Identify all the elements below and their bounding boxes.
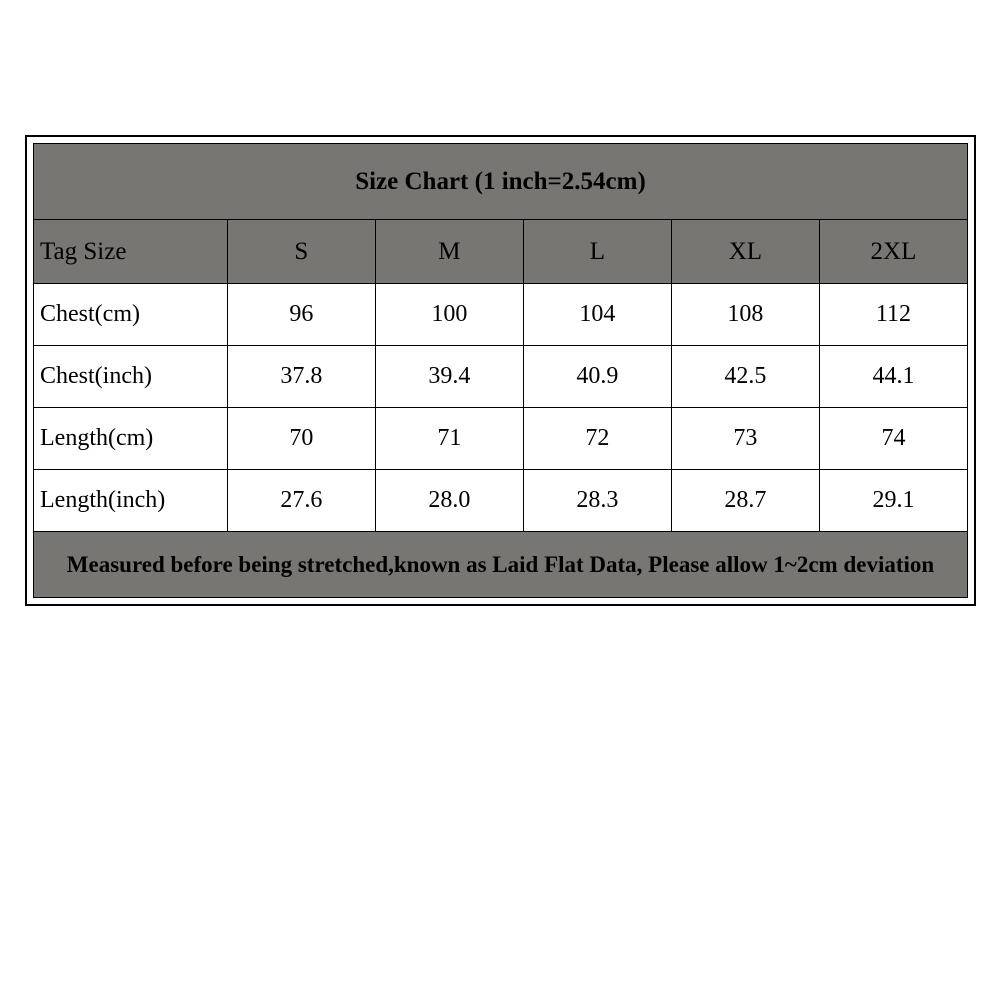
cell-value: 37.8 — [227, 346, 375, 408]
size-chart-table: Size Chart (1 inch=2.54cm) Tag Size S M … — [33, 143, 968, 598]
cell-value: 104 — [523, 284, 671, 346]
row-label: Chest(cm) — [34, 284, 228, 346]
size-header: 2XL — [819, 220, 967, 284]
cell-value: 73 — [671, 408, 819, 470]
row-label: Length(inch) — [34, 470, 228, 532]
cell-value: 42.5 — [671, 346, 819, 408]
cell-value: 96 — [227, 284, 375, 346]
table-row: Length(cm) 70 71 72 73 74 — [34, 408, 968, 470]
table-row: Length(inch) 27.6 28.0 28.3 28.7 29.1 — [34, 470, 968, 532]
cell-value: 112 — [819, 284, 967, 346]
cell-value: 108 — [671, 284, 819, 346]
footer-note: Measured before being stretched,known as… — [34, 532, 968, 598]
table-row: Chest(inch) 37.8 39.4 40.9 42.5 44.1 — [34, 346, 968, 408]
size-header: XL — [671, 220, 819, 284]
cell-value: 28.0 — [375, 470, 523, 532]
cell-value: 28.7 — [671, 470, 819, 532]
cell-value: 100 — [375, 284, 523, 346]
size-header: M — [375, 220, 523, 284]
size-chart-container: Size Chart (1 inch=2.54cm) Tag Size S M … — [25, 135, 976, 606]
cell-value: 44.1 — [819, 346, 967, 408]
chart-title: Size Chart (1 inch=2.54cm) — [34, 144, 968, 220]
cell-value: 71 — [375, 408, 523, 470]
cell-value: 39.4 — [375, 346, 523, 408]
header-label: Tag Size — [34, 220, 228, 284]
size-header: L — [523, 220, 671, 284]
table-row: Chest(cm) 96 100 104 108 112 — [34, 284, 968, 346]
footer-row: Measured before being stretched,known as… — [34, 532, 968, 598]
cell-value: 40.9 — [523, 346, 671, 408]
row-label: Length(cm) — [34, 408, 228, 470]
title-row: Size Chart (1 inch=2.54cm) — [34, 144, 968, 220]
cell-value: 70 — [227, 408, 375, 470]
cell-value: 27.6 — [227, 470, 375, 532]
cell-value: 29.1 — [819, 470, 967, 532]
row-label: Chest(inch) — [34, 346, 228, 408]
header-row: Tag Size S M L XL 2XL — [34, 220, 968, 284]
size-header: S — [227, 220, 375, 284]
cell-value: 28.3 — [523, 470, 671, 532]
cell-value: 74 — [819, 408, 967, 470]
cell-value: 72 — [523, 408, 671, 470]
